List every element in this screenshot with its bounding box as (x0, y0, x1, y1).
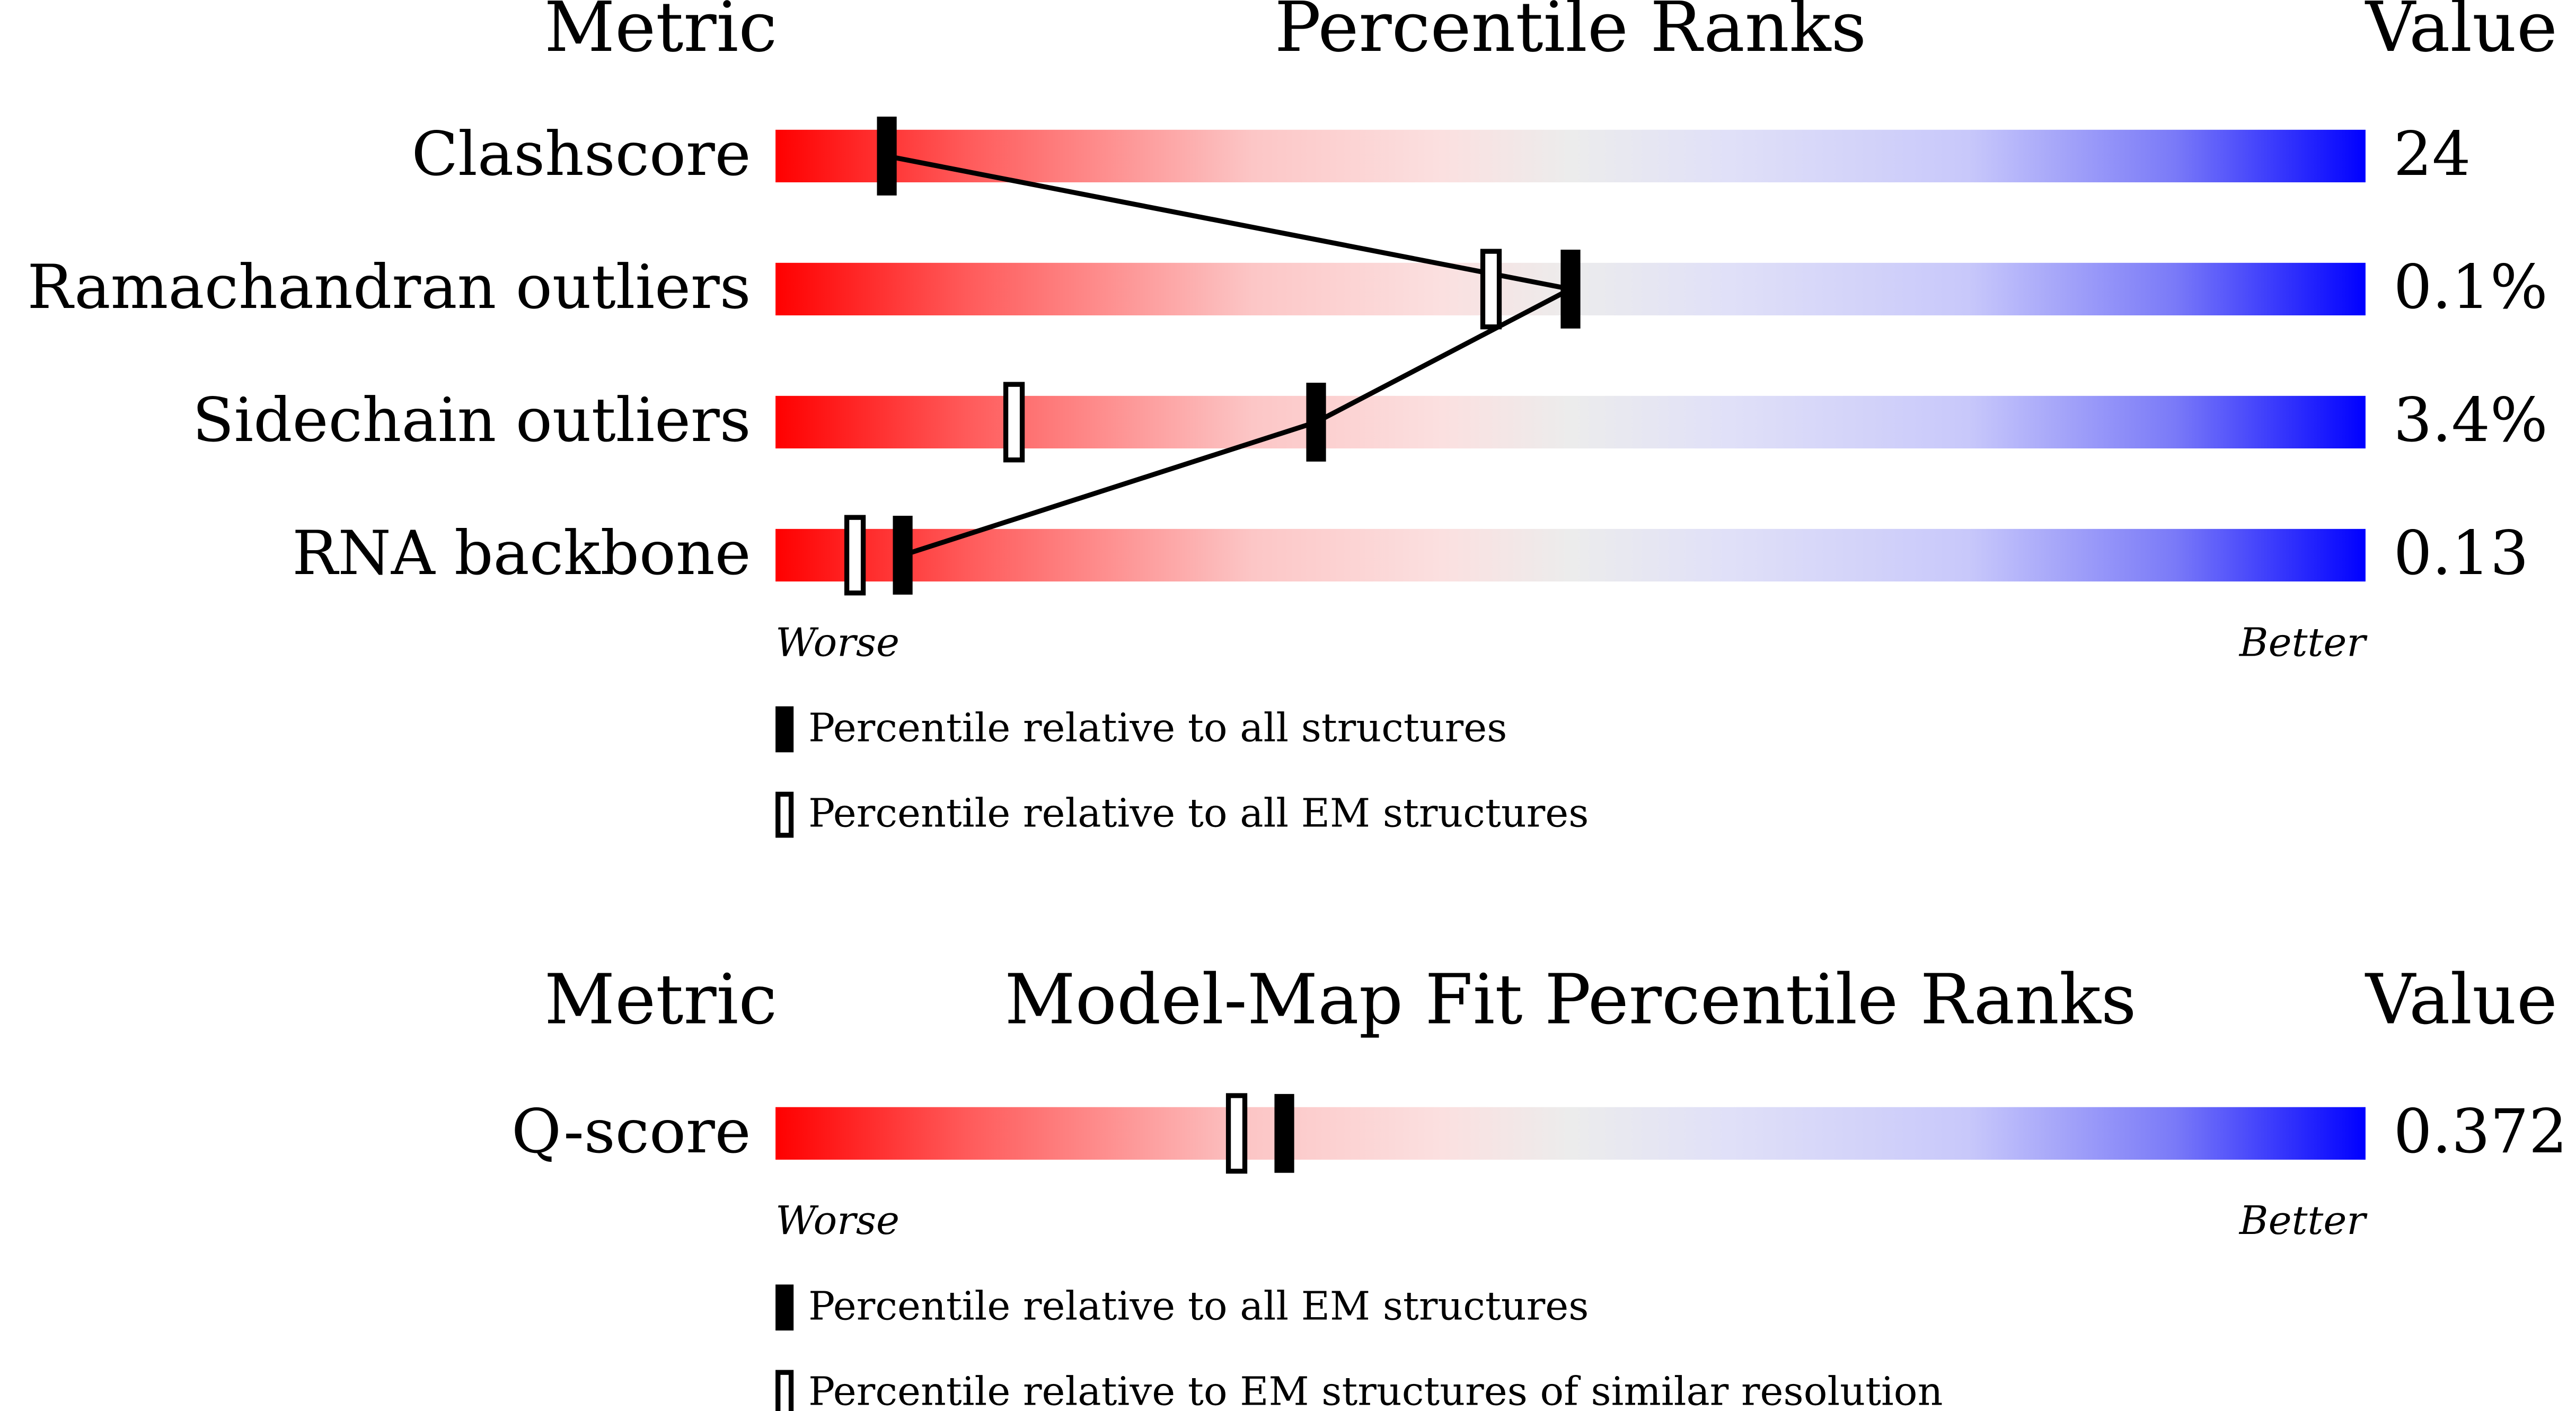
worse-label: Worse (775, 619, 899, 665)
percentile-bar (775, 528, 2366, 582)
legend-swatch (775, 706, 794, 753)
percentile-marker-open (1003, 382, 1025, 463)
percentile-marker (1274, 1093, 1294, 1173)
percentile-marker (1560, 250, 1581, 329)
percentile-marker-open (1480, 249, 1502, 330)
metric-label: RNA backbone (292, 518, 751, 589)
metric-value: 24 (2394, 119, 2471, 190)
percentile-bar (775, 395, 2366, 449)
percentile-bar (775, 129, 2366, 182)
metric-value: 0.372 (2394, 1097, 2568, 1167)
percentile-marker-open (844, 515, 866, 596)
metric-value: 0.13 (2394, 518, 2529, 589)
metric-label: Q-score (511, 1097, 751, 1167)
better-label: Better (2238, 1197, 2368, 1244)
percentile-marker (877, 117, 897, 196)
metric-label: Sidechain outliers (192, 385, 751, 456)
metric-value: 0.1% (2394, 252, 2548, 323)
metric-value: 3.4% (2394, 385, 2548, 456)
percentile-marker-open (1225, 1093, 1248, 1174)
metric-label: Clashscore (411, 119, 751, 190)
better-label: Better (2238, 619, 2368, 665)
legend-swatch-open (775, 1370, 794, 1411)
value-header: Value (2365, 959, 2557, 1040)
legend-label: Percentile relative to all structures (808, 704, 1507, 751)
percentile-marker (893, 516, 913, 595)
panel-title: Percentile Ranks (1275, 0, 1867, 67)
legend-label: Percentile relative to EM structures of … (808, 1368, 1943, 1411)
percentile-bar (775, 1107, 2366, 1160)
panel-title: Model-Map Fit Percentile Ranks (1004, 959, 2136, 1040)
metric-label: Ramachandran outliers (27, 252, 751, 323)
legend-label: Percentile relative to all EM structures (808, 790, 1589, 836)
legend-swatch (775, 1284, 794, 1331)
metric-header: Metric (544, 959, 777, 1040)
metric-header: Metric (544, 0, 777, 67)
legend-swatch-open (775, 791, 794, 838)
worse-label: Worse (775, 1197, 899, 1244)
value-header: Value (2365, 0, 2557, 67)
connector-line (886, 153, 1578, 558)
legend-label: Percentile relative to all EM structures (808, 1283, 1589, 1329)
percentile-marker (1306, 383, 1326, 462)
